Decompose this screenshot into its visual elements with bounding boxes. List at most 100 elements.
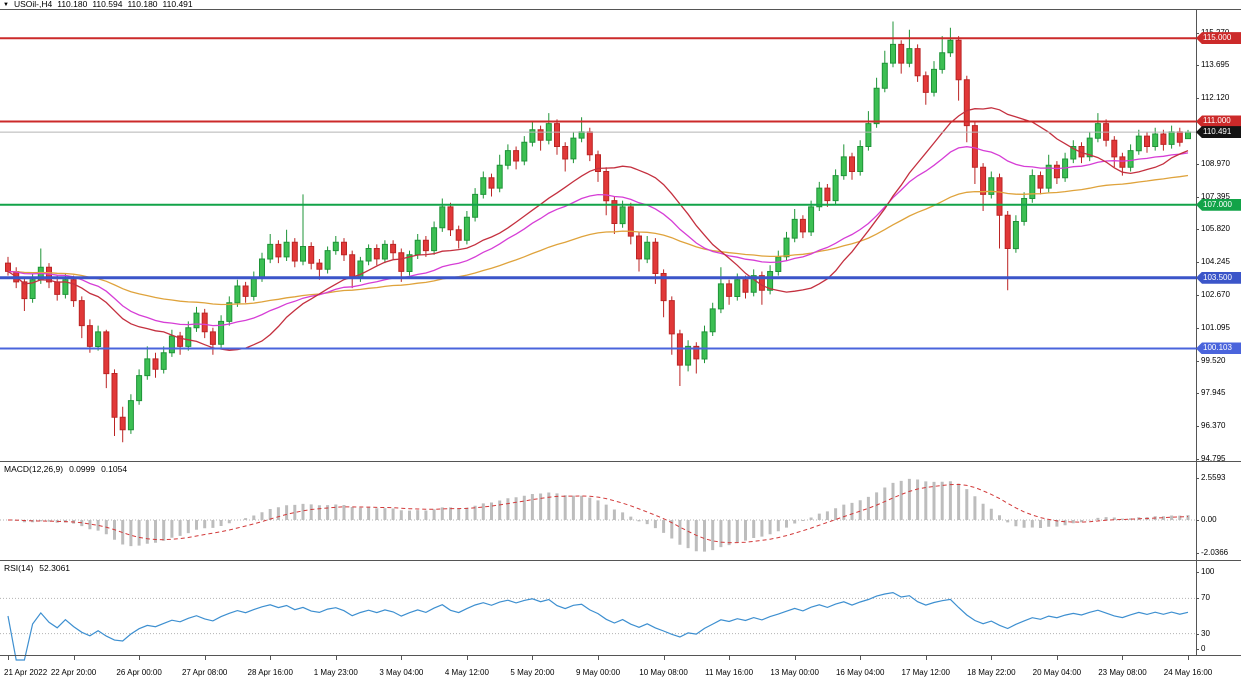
time-axis-label: 20 May 04:00 — [1032, 668, 1082, 677]
time-tick — [794, 656, 796, 660]
candle-wicks-down — [7, 36, 1181, 443]
macd-axis-label: -2.0366 — [1201, 548, 1229, 558]
axis-tick — [1196, 633, 1199, 635]
time-axis-label: 4 May 12:00 — [444, 668, 489, 677]
time-tick — [73, 656, 75, 660]
time-axis-label: 23 May 08:00 — [1098, 668, 1147, 677]
ohlc-open-value: 110.180 — [57, 0, 88, 9]
price-axis-label: 96.370 — [1201, 421, 1226, 431]
time-tick — [8, 656, 9, 660]
candle-bodies-down — [5, 39, 1183, 431]
ohlc-close-value: 110.491 — [162, 0, 193, 9]
ohlc-high-value: 110.594 — [92, 0, 123, 9]
rsi-panel-splitter[interactable] — [0, 560, 1241, 561]
rsi-axis-label: 0 — [1201, 644, 1206, 653]
price-axis-label: 107.395 — [1201, 191, 1230, 201]
ohlc-low-value: 110.180 — [127, 0, 158, 9]
axis-tick — [1196, 98, 1199, 100]
symbol-timeframe-label: USOil-,H4 — [13, 0, 53, 9]
time-tick — [729, 656, 731, 660]
macd-main-value: 0.0999 — [69, 464, 96, 474]
macd-signal-value: 0.1054 — [101, 464, 128, 474]
axis-tick — [1196, 478, 1199, 480]
rsi-name: RSI(14) — [4, 563, 34, 573]
chart-top-border — [0, 9, 1241, 10]
hline-price-tag: 107.000 — [1196, 198, 1241, 211]
rsi-axis-label: 30 — [1201, 628, 1210, 638]
time-axis-label: 5 May 20:00 — [510, 668, 555, 677]
price-axis[interactable]: 115.270113.695112.120110.545108.970107.3… — [1196, 0, 1241, 688]
rsi-indicator-label: RSI(14) 52.3061 — [4, 563, 70, 573]
axis-tick — [1196, 360, 1199, 362]
time-axis-label: 3 May 04:00 — [379, 668, 424, 677]
time-axis-label: 26 Apr 00:00 — [116, 668, 162, 677]
axis-tick — [1196, 32, 1199, 34]
ma-line-medium-magenta[interactable] — [7, 146, 1189, 327]
price-axis-label: 102.670 — [1201, 289, 1230, 299]
axis-tick — [1196, 553, 1199, 555]
axis-tick — [1196, 262, 1199, 264]
time-tick — [925, 656, 927, 660]
time-tick — [401, 656, 403, 660]
time-tick — [466, 656, 468, 660]
current-price-tag: 110.491 — [1196, 126, 1241, 139]
price-axis-label: 115.270 — [1201, 27, 1230, 37]
time-axis-label: 1 May 23:00 — [313, 668, 358, 677]
time-tick — [204, 656, 206, 660]
time-axis-label: 11 May 16:00 — [705, 668, 754, 677]
time-axis-label: 16 May 04:00 — [835, 668, 885, 677]
time-axis-border — [0, 655, 1241, 656]
time-axis-label: 27 Apr 08:00 — [181, 668, 228, 677]
price-axis-label: 104.245 — [1201, 257, 1230, 267]
price-axis-label: 112.120 — [1201, 93, 1230, 103]
macd-indicator-label: MACD(12,26,9) 0.0999 0.1054 — [4, 464, 127, 474]
ma-line-slow-orange[interactable] — [7, 174, 1189, 306]
price-axis-border — [1196, 9, 1197, 655]
macd-signal-line[interactable] — [7, 483, 1189, 544]
price-axis-label: 105.820 — [1201, 224, 1230, 234]
time-tick — [663, 656, 665, 660]
hline-price-tag: 103.500 — [1196, 271, 1241, 284]
price-axis-label: 97.945 — [1201, 388, 1226, 398]
symbol-dropdown-icon[interactable]: ▼ — [3, 1, 9, 8]
time-axis-label: 18 May 22:00 — [967, 668, 1016, 677]
axis-tick — [1196, 65, 1199, 67]
time-axis-label: 13 May 00:00 — [770, 668, 819, 677]
ma-line-fast-red[interactable] — [7, 107, 1189, 351]
time-tick — [991, 656, 993, 660]
macd-name: MACD(12,26,9) — [4, 464, 64, 474]
price-axis-label: 113.695 — [1201, 60, 1230, 70]
axis-tick — [1196, 520, 1199, 521]
time-tick — [335, 656, 337, 660]
axis-tick — [1196, 163, 1199, 165]
axis-tick — [1196, 459, 1199, 461]
time-axis-label: 21 Apr 2022 — [4, 668, 48, 677]
rsi-axis-label: 100 — [1201, 567, 1215, 576]
macd-panel-splitter[interactable] — [0, 461, 1241, 462]
time-tick — [860, 656, 862, 660]
macd-histogram — [14, 478, 1190, 552]
axis-tick — [1196, 196, 1199, 198]
hline-price-tag: 100.103 — [1196, 342, 1241, 355]
price-axis-label: 94.795 — [1201, 454, 1226, 464]
time-tick — [1056, 656, 1058, 660]
time-axis[interactable]: 21 Apr 2022 22 Apr 20:00 26 Apr 00:00 27 Ap… — [0, 656, 1212, 688]
time-axis-label: 28 Apr 16:00 — [247, 668, 293, 677]
axis-tick — [1196, 393, 1199, 395]
candle-bodies-up — [29, 39, 1191, 431]
time-tick — [532, 656, 534, 660]
rsi-line[interactable] — [7, 591, 1189, 661]
hline-price-tag: 115.000 — [1196, 32, 1241, 45]
price-axis-label: 101.095 — [1201, 322, 1230, 332]
time-tick — [270, 656, 272, 660]
macd-axis-label: 0.00 — [1201, 515, 1217, 524]
axis-tick — [1196, 572, 1199, 573]
time-tick — [598, 656, 599, 660]
time-axis-label: 24 May 16:00 — [1163, 668, 1213, 677]
rsi-axis-label: 70 — [1201, 593, 1210, 603]
time-tick — [139, 656, 141, 660]
hline-price-tag: 111.000 — [1196, 115, 1241, 128]
price-axis-label: 99.520 — [1201, 355, 1226, 365]
axis-tick — [1196, 229, 1199, 231]
